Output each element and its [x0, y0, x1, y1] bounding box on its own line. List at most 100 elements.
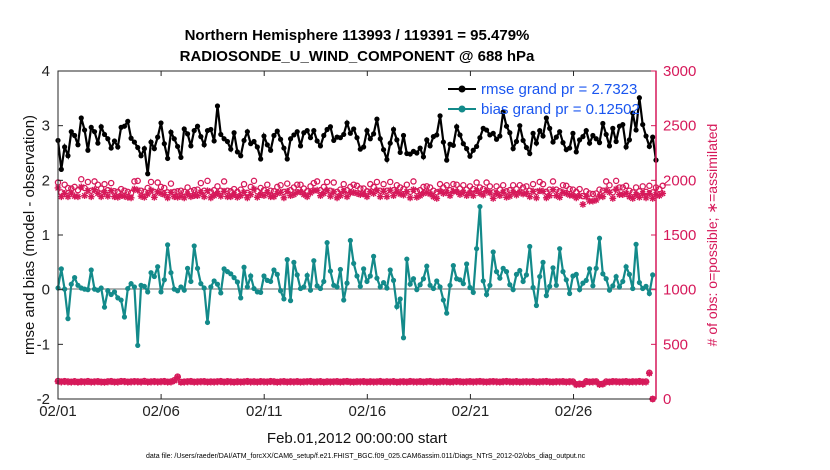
- obs-assimilated-marker: [612, 185, 620, 193]
- y-tick-label-left: 1: [42, 227, 50, 244]
- rmse-series-point: [148, 139, 154, 145]
- obs-possible-marker: [340, 180, 347, 188]
- rmse-series-point: [314, 138, 320, 144]
- rmse-series-point: [95, 140, 101, 146]
- rmse-series-point: [178, 154, 184, 160]
- bias-series-point: [600, 271, 606, 277]
- rmse-series-point: [131, 139, 138, 145]
- obs-assimilated-marker: [433, 194, 441, 202]
- obs-possible-marker: [612, 177, 620, 185]
- obs-assimilated-marker: [376, 193, 384, 201]
- obs-assimilated-marker: [360, 190, 368, 198]
- obs-assimilated-marker: [127, 194, 135, 202]
- rmse-series-point: [251, 138, 257, 145]
- bias-series-point: [643, 283, 649, 289]
- rmse-series-point: [211, 138, 217, 144]
- rmse-series-point: [274, 128, 280, 134]
- bias-series-point: [583, 277, 589, 283]
- obs-possible-marker: [214, 183, 221, 190]
- obs-assimilated-marker: [134, 186, 142, 194]
- bias-series-point: [98, 285, 104, 291]
- y-tick-label-right: 1000: [663, 282, 696, 299]
- obs-possible-marker: [499, 182, 507, 189]
- rmse-series-point: [630, 110, 636, 116]
- x-axis-label: Feb.01,2012 00:00:00 start: [267, 430, 448, 447]
- obs-assimilated-marker: [323, 186, 331, 194]
- obs-possible-marker: [274, 183, 281, 191]
- rmse-series-point: [557, 129, 563, 135]
- legend-rmse-label: rmse grand pr = 2.7323: [481, 81, 637, 98]
- bias-series-point: [191, 243, 197, 249]
- rmse-series-point: [101, 131, 108, 138]
- rmse-series-point: [277, 136, 284, 142]
- obs-possible-marker: [293, 181, 301, 188]
- obs-possible-marker: [483, 179, 490, 186]
- obs-assimilated-marker: [333, 194, 341, 202]
- bias-series-point: [148, 270, 154, 276]
- rmse-series-point: [58, 166, 64, 172]
- obs-possible-marker: [659, 182, 666, 190]
- obs-assimilated-marker: [400, 191, 407, 199]
- x-tick-label: 02/16: [349, 403, 387, 420]
- rmse-series-point: [297, 143, 304, 149]
- bias-series-point: [294, 272, 300, 278]
- obs-possible-marker: [330, 179, 337, 186]
- rmse-series-point: [553, 134, 559, 140]
- obs-assimilated-marker: [606, 188, 613, 196]
- bias-series-point: [533, 302, 540, 309]
- obs-assimilated-marker: [626, 193, 633, 201]
- obs-assimilated-marker: [317, 192, 324, 200]
- obs-assimilated-marker: [94, 190, 102, 197]
- bias-series-point: [377, 284, 383, 290]
- obs-assimilated-marker: [247, 191, 255, 198]
- obs-possible-marker: [154, 179, 161, 186]
- obs-assimilated-marker: [513, 191, 520, 199]
- bias-series-point: [400, 335, 407, 341]
- rmse-series-point: [603, 131, 609, 138]
- obs-assimilated-marker: [426, 190, 434, 198]
- bias-series-point: [341, 297, 347, 303]
- bias-series-point: [258, 289, 264, 295]
- obs-assimilated-marker: [164, 194, 172, 202]
- obs-assimilated-marker: [655, 192, 663, 200]
- rmse-series-point: [317, 143, 324, 149]
- bias-series-point: [477, 203, 483, 210]
- obs-possible-marker: [97, 185, 105, 192]
- rmse-series-point: [62, 144, 68, 150]
- rmse-series-point: [284, 156, 290, 162]
- bias-series-point: [244, 284, 250, 290]
- obs-possible-marker: [174, 188, 181, 195]
- rmse-series-point: [281, 145, 287, 151]
- obs-assimilated-marker: [184, 190, 191, 198]
- obs-assimilated-marker: [197, 188, 205, 196]
- rmse-series-point: [81, 127, 88, 133]
- obs-possible-marker: [606, 182, 613, 189]
- obs-assimilated-marker: [479, 191, 487, 199]
- obs-possible-marker: [167, 180, 175, 187]
- bias-series-point: [101, 304, 108, 310]
- obs-assimilated-marker: [582, 193, 590, 201]
- bias-series-point: [633, 241, 639, 247]
- rmse-series-point: [626, 137, 633, 143]
- rmse-series-point: [208, 126, 214, 133]
- bias-series-point: [457, 277, 463, 283]
- bias-series-point: [354, 273, 360, 279]
- obs-assimilated-marker: [629, 194, 637, 202]
- bias-series-point: [214, 281, 221, 287]
- rmse-series-point: [420, 154, 427, 160]
- bias-series-point: [281, 296, 287, 302]
- bias-series-point: [168, 270, 174, 276]
- obs-possible-marker: [313, 178, 321, 185]
- obs-assimilated-marker: [396, 190, 404, 198]
- obs-possible-marker: [323, 178, 331, 186]
- obs-assimilated-marker: [576, 192, 583, 200]
- bias-series-point: [68, 281, 74, 287]
- rmse-series-point: [444, 157, 450, 163]
- bias-series-point: [194, 265, 201, 271]
- rmse-series-point: [477, 135, 483, 141]
- obs-assimilated-marker: [380, 187, 387, 195]
- obs-possible-marker: [410, 178, 417, 185]
- bias-series-point: [490, 249, 496, 255]
- obs-assimilated-marker: [283, 187, 291, 195]
- obs-possible-marker: [71, 183, 78, 191]
